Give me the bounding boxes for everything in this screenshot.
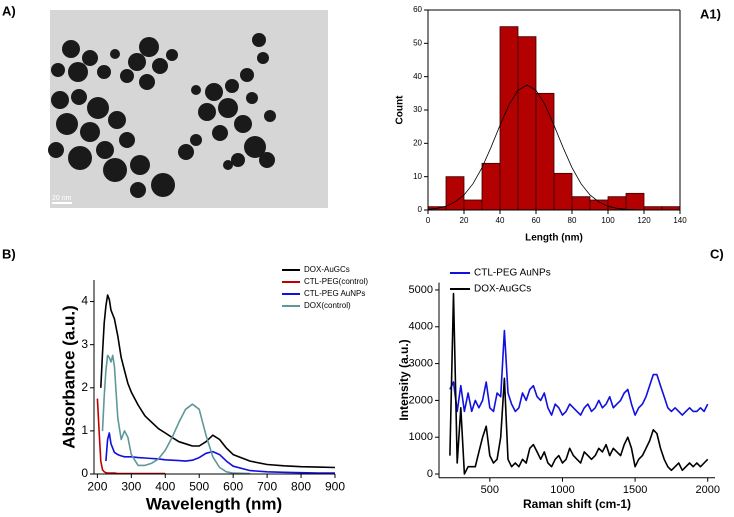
bar: [553, 172, 573, 211]
series-line: [101, 354, 251, 475]
tem-image: 20 nm: [48, 10, 328, 208]
y-tick-label: 1: [81, 423, 88, 437]
scale-label: 20 nm: [52, 195, 72, 202]
y-tick-label: 0: [418, 205, 423, 214]
y-tick-label: 60: [413, 5, 422, 14]
x-tick-label: 300: [121, 479, 141, 493]
chart: A1) Length (nm) Count 0 20 40 60 80 100 120 140 0 10…: [395, 5, 721, 244]
bar: [571, 196, 591, 211]
particles: [48, 33, 276, 198]
x-axis-title: Raman shift (cm-1): [523, 497, 631, 511]
y-axis-title: Count: [395, 95, 406, 125]
bar: [625, 192, 645, 211]
x-tick-label: 60: [532, 216, 541, 225]
panel-label: A1): [700, 6, 721, 21]
plot-area: [449, 292, 709, 475]
series-line: [100, 294, 336, 469]
y-tick-label: 3000: [409, 357, 433, 369]
y-axis-title: Intensity (a.u.): [397, 339, 411, 420]
y-tick-label: 5000: [409, 284, 433, 296]
legend-label: DOX(control): [304, 301, 351, 310]
series-line: [449, 292, 709, 475]
x-tick-label: 80: [568, 216, 577, 225]
x-tick-label: 500: [481, 484, 499, 496]
legend-label: DOX-AuGCs: [304, 265, 350, 274]
x-tick-label: 40: [496, 216, 505, 225]
x-tick-label: 500: [189, 479, 209, 493]
plot-area: [427, 26, 681, 211]
x-tick-label: 800: [291, 479, 311, 493]
x-tick-label: 1000: [550, 484, 574, 496]
x-tick-label: 200: [87, 479, 107, 493]
x-tick-label: 700: [257, 479, 277, 493]
panel-label: A): [2, 3, 16, 18]
y-tick-label: 4000: [409, 321, 433, 333]
x-tick-label: 900: [325, 479, 345, 493]
x-tick-label: 100: [601, 216, 615, 225]
series-line: [449, 329, 709, 416]
bar: [517, 36, 537, 211]
bar: [481, 162, 501, 211]
legend-label: CTL-PEG(control): [304, 277, 368, 286]
chart: B) Wavelength (nm) Absorbance (a.u.) DOX-Au…: [2, 246, 368, 513]
bar: [463, 199, 483, 211]
y-tick-label: 1000: [409, 431, 433, 443]
x-tick-label: 0: [426, 216, 431, 225]
panel-label: B): [2, 246, 16, 261]
y-axis-title: Absorbance (a.u.): [59, 305, 78, 449]
y-tick-label: 2000: [409, 394, 433, 406]
x-tick-label: 1500: [623, 484, 647, 496]
y-tick-label: 0: [81, 466, 88, 480]
plot-area: [96, 294, 336, 475]
x-tick-label: 2000: [695, 484, 719, 496]
bar: [535, 92, 555, 211]
x-tick-label: 140: [673, 216, 687, 225]
x-axis-title: Wavelength (nm): [146, 494, 282, 513]
x-tick-label: 400: [155, 479, 175, 493]
y-tick-label: 0: [427, 468, 433, 480]
legend-label: CTL-PEG AuNPs: [474, 268, 551, 279]
series-line: [105, 432, 335, 474]
y-tick-label: 50: [413, 38, 422, 47]
x-tick-label: 120: [637, 216, 651, 225]
y-tick-label: 20: [413, 138, 422, 147]
y-tick-label: 3: [81, 337, 88, 351]
panel-label: C): [710, 246, 724, 261]
y-tick-label: 4: [81, 294, 88, 308]
legend-label: DOX-AuGCs: [474, 284, 531, 295]
x-axis-title: Length (nm): [525, 233, 583, 244]
series-line: [96, 398, 166, 475]
chart: C) Raman shift (cm-1) Intensity (a.u.) CTL-…: [397, 246, 724, 511]
y-tick-label: 30: [413, 105, 422, 114]
y-tick-label: 10: [413, 172, 422, 181]
legend-label: CTL-PEG AuNPs: [304, 289, 365, 298]
y-tick-label: 2: [81, 380, 88, 394]
y-tick-label: 40: [413, 72, 422, 81]
x-tick-label: 600: [223, 479, 243, 493]
x-tick-label: 20: [460, 216, 469, 225]
